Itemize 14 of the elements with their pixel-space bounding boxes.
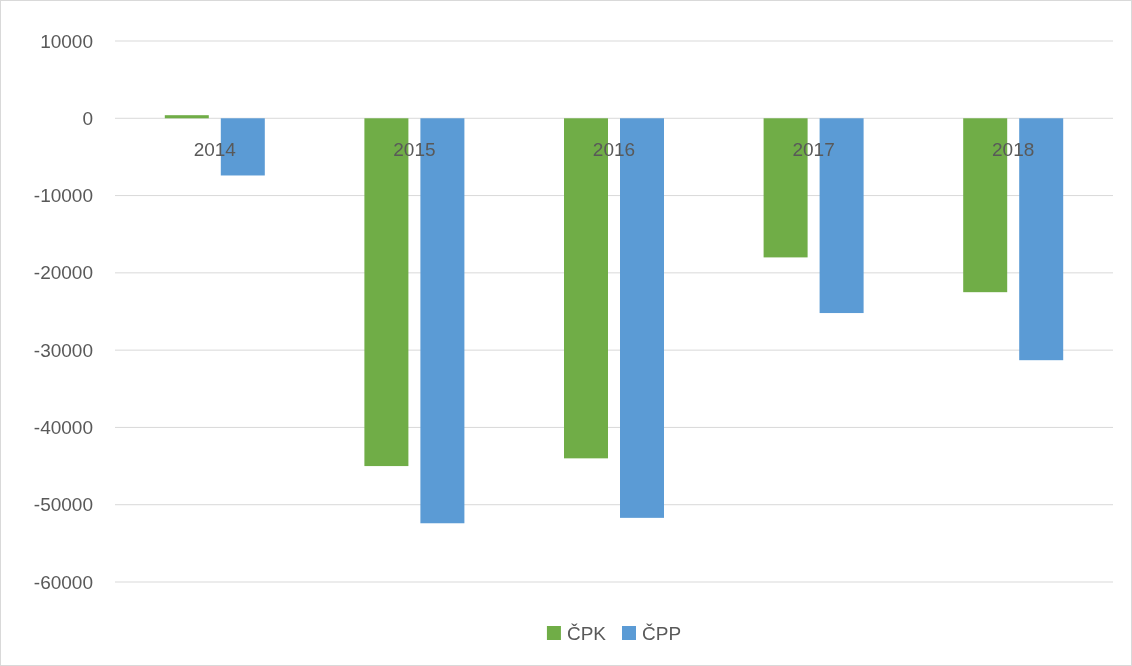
- x-tick-label: 2018: [992, 139, 1035, 161]
- y-tick-label: -20000: [33, 262, 93, 284]
- legend-label: ČPK: [566, 623, 607, 644]
- y-tick-label: -60000: [33, 571, 93, 593]
- x-tick-label: 2015: [393, 139, 436, 161]
- y-tick-label: 10000: [40, 30, 93, 52]
- y-tick-label: 0: [82, 107, 93, 129]
- y-tick-label: -40000: [33, 417, 93, 439]
- y-tick-label: -50000: [33, 494, 93, 516]
- y-tick-label: -10000: [33, 185, 93, 207]
- legend-label: ČPP: [642, 623, 682, 644]
- y-tick-label: -30000: [33, 339, 93, 361]
- x-tick-label: 2016: [592, 139, 636, 161]
- x-tick-label: 2017: [792, 139, 835, 161]
